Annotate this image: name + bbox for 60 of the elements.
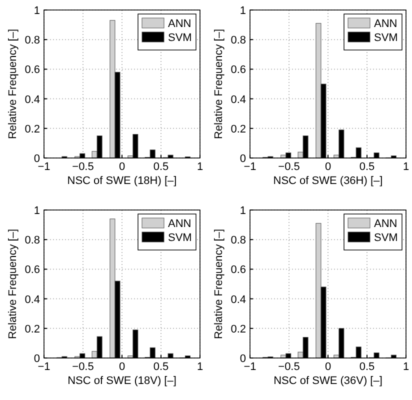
- x-tick-label: 0.5: [153, 361, 169, 373]
- y-tick-label: 0.8: [230, 34, 246, 47]
- y-tick-label: 0.2: [24, 323, 40, 336]
- legend-label: ANN: [374, 18, 398, 30]
- x-axis-title: NSC of SWE (18V) [–]: [68, 375, 176, 387]
- x-tick-label: −0.5: [278, 161, 300, 173]
- y-tick-label: 0.8: [230, 234, 246, 247]
- legend-label: ANN: [374, 218, 398, 230]
- y-tick-label: 1: [240, 205, 246, 217]
- y-tick-label: 0.4: [230, 94, 246, 106]
- x-tick-label: −0.5: [278, 361, 300, 373]
- legend-label: SVM: [374, 232, 398, 244]
- y-tick-label: 0: [34, 353, 40, 365]
- x-tick-label: 0: [324, 361, 332, 373]
- x-tick-label: 0.5: [359, 361, 375, 373]
- x-tick-label: −1: [38, 361, 50, 373]
- x-tick-label: 1: [196, 361, 204, 373]
- x-tick-label: 0: [324, 161, 332, 173]
- legend-label: ANN: [168, 18, 192, 30]
- legend-label: SVM: [168, 232, 192, 244]
- x-tick-label: −0.5: [72, 161, 94, 173]
- x-tick-label: 0: [118, 361, 126, 373]
- x-axis-title: NSC of SWE (18H) [–]: [67, 175, 177, 187]
- y-tick-label: 1: [34, 205, 40, 217]
- x-tick-label: 1: [402, 161, 410, 173]
- x-tick-label: 1: [196, 161, 204, 173]
- y-tick-label: 0: [34, 153, 40, 165]
- x-tick-label: −0.5: [72, 361, 94, 373]
- legend-label: ANN: [168, 218, 192, 230]
- x-axis-title: NSC of SWE (36V) [–]: [274, 375, 382, 387]
- x-tick-label: 0.5: [359, 161, 375, 173]
- legend-label: SVM: [168, 32, 192, 44]
- y-tick-label: 1: [34, 5, 40, 17]
- y-tick-label: 0.2: [230, 323, 246, 336]
- y-tick-label: 0.6: [24, 64, 40, 76]
- x-tick-label: 0.5: [153, 161, 169, 173]
- y-tick-label: 0.2: [230, 123, 246, 136]
- y-tick-label: 1: [240, 5, 246, 17]
- x-tick-label: −1: [244, 161, 256, 173]
- y-tick-label: 0: [240, 353, 246, 365]
- y-tick-label: 0.2: [24, 123, 40, 136]
- y-tick-label: 0.6: [24, 264, 40, 276]
- y-tick-label: 0.6: [230, 264, 246, 276]
- y-tick-label: 0.4: [230, 294, 246, 306]
- x-tick-label: −1: [38, 161, 50, 173]
- legend-label: SVM: [374, 32, 398, 44]
- y-axis-title: Relative Frequency [–]: [7, 228, 19, 340]
- x-axis-title: NSC of SWE (36H) [–]: [273, 175, 383, 187]
- y-tick-label: 0.4: [24, 94, 40, 106]
- x-tick-label: 1: [402, 361, 410, 373]
- y-tick-label: 0.4: [24, 294, 40, 306]
- y-tick-label: 0.8: [24, 34, 40, 47]
- y-axis-title: Relative Frequency [–]: [213, 28, 225, 140]
- x-tick-label: 0: [118, 161, 126, 173]
- y-tick-label: 0.8: [24, 234, 40, 247]
- y-tick-label: 0.6: [230, 64, 246, 76]
- y-axis-title: Relative Frequency [–]: [7, 28, 19, 140]
- y-tick-label: 0: [240, 153, 246, 165]
- x-tick-label: −1: [244, 361, 256, 373]
- y-axis-title: Relative Frequency [–]: [213, 228, 225, 340]
